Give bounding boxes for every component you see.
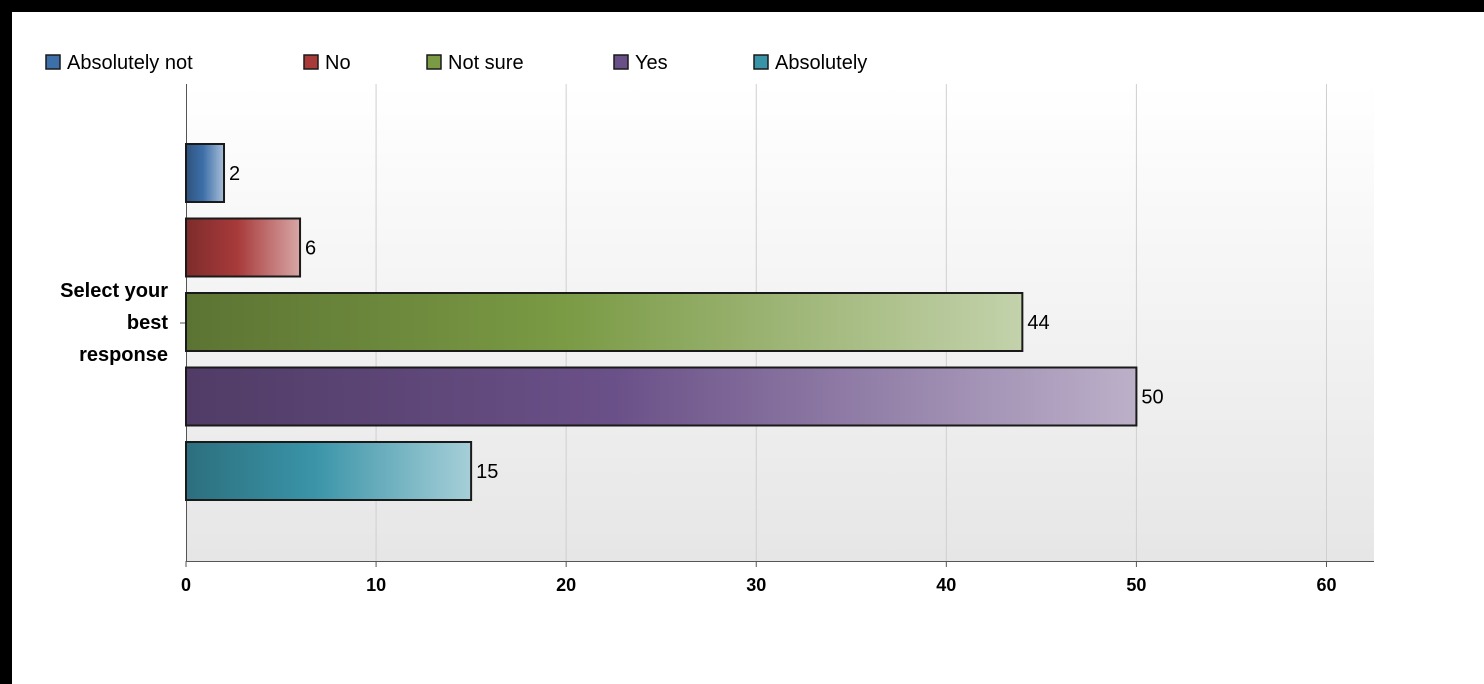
bars [185, 143, 1138, 501]
chart-frame: 0 10 20 30 40 50 60 Select your best response 2 6 4… [12, 12, 1484, 684]
bar-not-sure [185, 292, 1024, 352]
legend-item[interactable]: Not sure [426, 52, 524, 74]
bar-absolutely-not [185, 143, 226, 203]
legend-label: Absolutely not [67, 52, 193, 74]
x-tick-label: 0 [181, 575, 191, 595]
legend-swatch [45, 54, 61, 70]
legend-item[interactable]: Yes [613, 52, 668, 74]
legend-swatch [753, 54, 769, 70]
x-tick-label: 30 [746, 575, 766, 595]
bar-chart: 0 10 20 30 40 50 60 Select your best response 2 6 4… [45, 52, 1374, 595]
legend-label: Not sure [448, 52, 524, 74]
x-tick-label: 10 [366, 575, 386, 595]
legend-swatch [426, 54, 442, 70]
data-label: 6 [305, 238, 316, 260]
category-label: Select your best response [60, 280, 168, 366]
category-label-line: best [127, 312, 168, 334]
data-label: 2 [229, 163, 240, 185]
legend: Absolutely not No Not sure Yes Absolutely [45, 52, 867, 74]
x-tick-label: 40 [936, 575, 956, 595]
legend-swatch [303, 54, 319, 70]
bar-no [185, 217, 302, 278]
data-label: 50 [1141, 387, 1163, 409]
bar-absolutely [185, 441, 473, 501]
category-label-line: response [79, 344, 168, 366]
legend-item[interactable]: No [303, 52, 351, 74]
x-tick-label: 50 [1126, 575, 1146, 595]
legend-item[interactable]: Absolutely not [45, 52, 193, 74]
legend-item[interactable]: Absolutely [753, 52, 867, 74]
legend-swatch [613, 54, 629, 70]
axes: 0 10 20 30 40 50 60 Select your best response [60, 84, 1374, 595]
data-label: 15 [476, 461, 498, 483]
data-labels: 2 6 44 50 15 [229, 163, 1164, 483]
legend-label: No [325, 52, 351, 74]
category-label-line: Select your [60, 280, 168, 302]
data-label: 44 [1027, 312, 1049, 334]
legend-label: Yes [635, 52, 668, 74]
x-tick-label: 20 [556, 575, 576, 595]
legend-label: Absolutely [775, 52, 867, 74]
x-tick-label: 60 [1316, 575, 1336, 595]
bar-yes [185, 366, 1138, 427]
